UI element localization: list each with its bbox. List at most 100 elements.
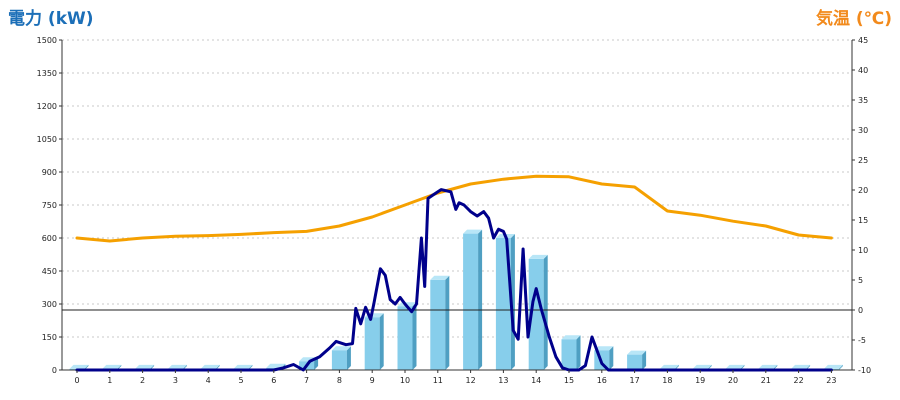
right-tick-label: 20 <box>858 186 868 195</box>
bar-top <box>528 254 548 259</box>
bar-side <box>412 302 417 370</box>
bar-front <box>364 317 380 370</box>
power-bar <box>364 313 384 370</box>
x-tick-label: 22 <box>794 376 804 385</box>
temperature-line <box>75 174 833 243</box>
x-tick-label: 3 <box>173 376 178 385</box>
bar-side <box>576 335 581 370</box>
power-bar <box>627 350 647 370</box>
bar-top <box>659 364 679 369</box>
bar-front <box>627 354 643 370</box>
bar-front <box>561 339 577 370</box>
bar-top <box>725 364 745 369</box>
bar-top <box>430 275 450 280</box>
power-line <box>75 188 833 372</box>
power-bar <box>430 275 450 370</box>
right-tick-label: 10 <box>858 246 868 255</box>
x-tick-label: 6 <box>271 376 276 385</box>
bar-top <box>823 364 843 369</box>
bar-top <box>463 229 483 234</box>
bar-side <box>838 364 843 370</box>
left-axis-ticks: 0 150 300 450 600 750 900 1050 1200 1350 1500 <box>37 36 62 375</box>
x-tick-label: 14 <box>531 376 541 385</box>
x-tick-label: 10 <box>400 376 410 385</box>
left-tick-label: 300 <box>42 300 57 309</box>
x-tick-label: 1 <box>107 376 112 385</box>
bar-top <box>266 363 286 368</box>
x-tick-label: 23 <box>826 376 836 385</box>
x-tick-label: 2 <box>140 376 145 385</box>
x-tick-label: 9 <box>370 376 375 385</box>
right-tick-label: 15 <box>858 216 868 225</box>
right-tick-label: 30 <box>858 126 868 135</box>
power-bar <box>463 229 483 370</box>
x-tick-label: 5 <box>238 376 243 385</box>
x-tick-label: 17 <box>630 376 640 385</box>
bar-top <box>594 346 614 351</box>
x-tick-label: 4 <box>206 376 211 385</box>
x-tick-label: 0 <box>74 376 79 385</box>
right-tick-label: 25 <box>858 156 868 165</box>
left-tick-label: 1200 <box>37 102 57 111</box>
bar-front <box>331 350 347 370</box>
x-axis-ticks: 0 1 2 3 4 5 6 7 8 9 10 11 12 13 14 15 16 17 18 19 20 21 22 23 <box>74 370 836 385</box>
left-tick-label: 0 <box>52 366 57 375</box>
x-tick-label: 20 <box>728 376 738 385</box>
x-tick-label: 18 <box>662 376 672 385</box>
bar-side <box>510 234 515 370</box>
bar-side <box>478 229 483 370</box>
bar-side <box>543 254 548 370</box>
power-bar <box>397 302 417 370</box>
right-tick-label: 45 <box>858 36 868 45</box>
bar-side <box>445 275 450 370</box>
bar-top <box>331 346 351 351</box>
right-tick-label: 0 <box>858 306 863 315</box>
bar-top <box>791 364 811 369</box>
left-tick-label: 450 <box>42 267 57 276</box>
bar-side <box>346 346 351 370</box>
bar-top <box>200 364 220 369</box>
bar-front <box>528 258 544 370</box>
power-bars <box>69 229 843 370</box>
bar-top <box>627 350 647 355</box>
x-tick-label: 7 <box>304 376 309 385</box>
left-tick-label: 600 <box>42 234 57 243</box>
x-tick-label: 21 <box>761 376 771 385</box>
bar-top <box>561 335 581 340</box>
series-lines <box>75 174 833 372</box>
left-tick-label: 1350 <box>37 69 57 78</box>
bar-top <box>167 364 187 369</box>
right-tick-label: 40 <box>858 66 868 75</box>
x-tick-label: 16 <box>597 376 607 385</box>
power-bar <box>528 254 548 370</box>
bar-top <box>69 364 89 369</box>
power-bar <box>331 346 351 370</box>
bar-top <box>135 364 155 369</box>
left-tick-label: 150 <box>42 333 57 342</box>
bar-top <box>233 364 253 369</box>
bar-front <box>430 279 446 370</box>
right-tick-label: 35 <box>858 96 868 105</box>
left-tick-label: 1500 <box>37 36 57 45</box>
bar-top <box>692 364 712 369</box>
bar-top <box>102 364 122 369</box>
left-tick-label: 900 <box>42 168 57 177</box>
bar-front <box>397 306 413 370</box>
bar-front <box>495 238 511 370</box>
right-tick-label: 5 <box>858 276 863 285</box>
right-axis-ticks: -10 -5 0 5 10 15 20 25 30 35 40 45 <box>852 36 871 375</box>
bar-front <box>463 233 479 370</box>
power-bar <box>561 335 581 370</box>
bar-side <box>379 313 384 370</box>
x-tick-label: 15 <box>564 376 574 385</box>
right-tick-label: -10 <box>858 366 871 375</box>
bar-top <box>758 364 778 369</box>
left-tick-label: 750 <box>42 201 57 210</box>
x-tick-label: 11 <box>433 376 443 385</box>
bar-side <box>609 346 614 370</box>
right-tick-label: -5 <box>858 336 866 345</box>
power-bar <box>495 234 515 370</box>
x-tick-label: 12 <box>466 376 476 385</box>
right-axis-title: 気温 (℃) <box>815 8 892 29</box>
